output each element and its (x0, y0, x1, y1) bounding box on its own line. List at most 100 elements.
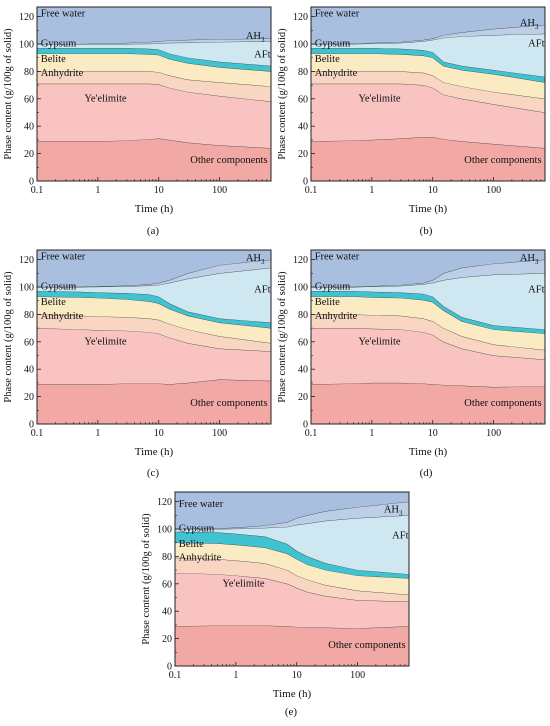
label-other-components: Other components (190, 155, 267, 166)
y-tick-label: 40 (298, 122, 308, 133)
area-belite (311, 296, 545, 351)
y-tick-label: 120 (19, 12, 34, 23)
area-anhydrite (175, 557, 409, 602)
area-aft (311, 273, 545, 330)
label-gypsum: Gypsum (315, 39, 351, 50)
y-tick-label: 0 (29, 177, 34, 188)
area-free-water (37, 250, 271, 287)
area-gypsum (311, 291, 545, 334)
area-yeelimite (175, 572, 409, 629)
plot-frame (310, 249, 546, 425)
area-ah3 (311, 259, 545, 287)
y-tick-label: 60 (298, 94, 308, 105)
label-ah3-subscript: 3 (535, 258, 539, 266)
chart-panel-1: 0 20 40 60 80 100 120 0.1 1 10 100 Time (h) Phase co… (3, 6, 272, 237)
label-aft: AFt (392, 531, 408, 542)
area-other-components (37, 138, 271, 181)
area-anhydrite (311, 314, 545, 360)
label-other-components: Other components (328, 640, 405, 651)
area-anhydrite (311, 71, 545, 113)
label-gypsum: Gypsum (41, 39, 77, 50)
y-tick-label: 120 (157, 497, 172, 508)
label-yeelimite: Ye'elimite (84, 94, 127, 105)
label-belite: Belite (41, 54, 66, 65)
label-ah3-subscript: 3 (261, 36, 265, 44)
x-tick-label: 1 (95, 185, 100, 196)
plot-area (37, 7, 271, 181)
x-tick-label: 100 (212, 428, 227, 439)
y-tick-label: 40 (162, 607, 172, 618)
label-ah3: AH3 (246, 253, 265, 266)
x-tick-label: 100 (350, 670, 365, 681)
y-tick-label: 0 (167, 662, 172, 673)
y-tick-label: 60 (24, 94, 34, 105)
area-ah3 (37, 38, 271, 44)
label-anhydrite: Anhydrite (41, 311, 84, 322)
x-tick-label: 100 (212, 185, 227, 196)
y-tick-label: 60 (24, 337, 34, 348)
plot-area (311, 250, 545, 424)
x-tick-label: 1 (369, 428, 374, 439)
y-tick-label: 100 (293, 282, 308, 293)
area-other-components (311, 137, 545, 181)
plot-frame (310, 6, 546, 182)
label-aft: AFt (528, 284, 544, 295)
x-tick-label: 10 (154, 185, 164, 196)
y-tick-label: 20 (162, 634, 172, 645)
chart-panel-3: 0 20 40 60 80 100 120 0.1 1 10 100 Time (h) Phase co… (3, 249, 272, 479)
area-yeelimite (37, 83, 271, 149)
chart-panel-4: 0 20 40 60 80 100 120 0.1 1 10 100 Time (h) Phase co… (277, 249, 546, 479)
x-tick-label: 10 (292, 670, 302, 681)
area-gypsum (311, 48, 545, 83)
chart-panel-5: 0 20 40 60 80 100 120 0.1 1 10 100 Time (h) Phase co… (141, 491, 410, 718)
x-tick-label: 100 (486, 428, 501, 439)
label-yeelimite: Ye'elimite (84, 337, 127, 348)
area-free-water (175, 492, 409, 529)
label-gypsum: Gypsum (315, 282, 351, 293)
chart-panel-2: 0 20 40 60 80 100 120 0.1 1 10 100 Time (h) Phase co… (277, 6, 546, 237)
x-tick-label: 0.1 (169, 670, 182, 681)
label-ah3: AH3 (384, 505, 403, 518)
x-tick-label: 1 (95, 428, 100, 439)
y-tick-label: 80 (24, 310, 34, 321)
x-tick-label: 10 (428, 428, 438, 439)
x-axis-title: Time (h) (409, 446, 448, 458)
panel-caption: (b) (420, 225, 433, 237)
area-aft (311, 33, 545, 77)
label-yeelimite: Ye'elimite (222, 579, 265, 590)
label-ah3-subscript: 3 (261, 258, 265, 266)
y-tick-label: 40 (298, 365, 308, 376)
label-free-water: Free water (315, 9, 360, 20)
y-axis-title: Phase content (g/100g of solid) (277, 28, 288, 160)
y-tick-label: 80 (298, 310, 308, 321)
x-tick-label: 0.1 (31, 428, 44, 439)
x-tick-label: 1 (369, 185, 374, 196)
y-tick-label: 100 (157, 524, 172, 535)
y-tick-label: 20 (298, 392, 308, 403)
plot-area (175, 492, 409, 666)
area-other-components (311, 382, 545, 424)
area-free-water (311, 7, 545, 44)
label-anhydrite: Anhydrite (179, 553, 222, 564)
plot-frame (174, 491, 410, 667)
label-gypsum: Gypsum (179, 524, 215, 535)
y-tick-label: 60 (162, 579, 172, 590)
area-belite (37, 53, 271, 87)
plot-frame (36, 249, 272, 425)
y-tick-label: 40 (24, 122, 34, 133)
y-axis-title: Phase content (g/100g of solid) (141, 513, 152, 645)
area-gypsum (37, 291, 271, 329)
label-free-water: Free water (41, 252, 86, 263)
y-axis-title: Phase content (g/100g of solid) (3, 271, 14, 403)
y-tick-label: 20 (24, 149, 34, 160)
label-other-components: Other components (464, 155, 541, 166)
panel-caption: (e) (285, 706, 298, 718)
area-yeelimite (37, 328, 271, 385)
area-other-components (175, 625, 409, 666)
label-belite: Belite (179, 539, 204, 550)
area-aft (37, 41, 271, 66)
y-tick-label: 0 (29, 420, 34, 431)
x-axis-title: Time (h) (273, 688, 312, 700)
y-tick-label: 100 (293, 39, 308, 50)
